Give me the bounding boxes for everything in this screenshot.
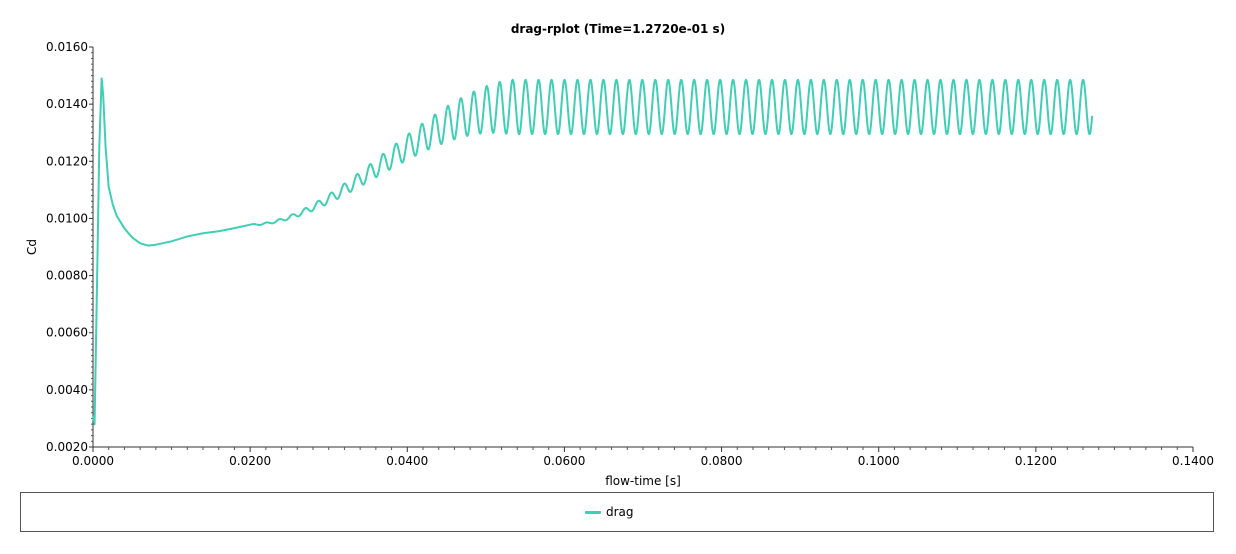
x-tick-label: 0.0600 — [543, 454, 585, 468]
x-tick-label: 0.1000 — [858, 454, 900, 468]
x-tick-label: 0.1400 — [1172, 454, 1214, 468]
legend: drag — [20, 492, 1214, 532]
y-tick-label: 0.0100 — [46, 211, 88, 225]
x-tick-label: 0.0800 — [701, 454, 743, 468]
x-tick-label: 0.0400 — [386, 454, 428, 468]
y-tick-label: 0.0160 — [46, 40, 88, 54]
chart-title: drag-rplot (Time=1.2720e-01 s) — [511, 22, 725, 36]
legend-item-drag: drag — [585, 505, 634, 519]
x-tick-label: 0.0200 — [229, 454, 271, 468]
y-tick-label: 0.0080 — [46, 269, 88, 283]
y-tick-label: 0.0120 — [46, 154, 88, 168]
drag-chart: drag-rplot (Time=1.2720e-01 s) Cd flow-t… — [25, 22, 1214, 488]
series-layer — [92, 77, 1094, 426]
y-tick-label: 0.0060 — [46, 326, 88, 340]
y-axis-label: Cd — [25, 239, 39, 255]
y-tick-label: 0.0040 — [46, 383, 88, 397]
series-line-drag — [92, 77, 1094, 426]
legend-label-drag: drag — [606, 505, 634, 519]
x-tick-label: 0.0000 — [72, 454, 114, 468]
x-tick-label: 0.1200 — [1015, 454, 1057, 468]
axes: 0.0020 0.0040 0.0060 0.0080 0.0100 0.0120 0.01… — [46, 40, 1214, 468]
y-tick-label: 0.0020 — [46, 440, 88, 454]
x-axis-label: flow-time [s] — [605, 474, 681, 488]
legend-swatch-drag — [585, 510, 601, 514]
y-tick-label: 0.0140 — [46, 97, 88, 111]
